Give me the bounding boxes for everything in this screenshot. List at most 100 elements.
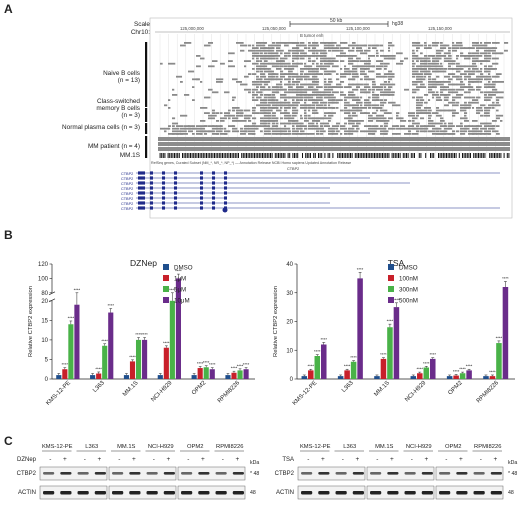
signal-block [420,101,424,104]
signal-block [272,114,276,117]
signal-block [264,109,269,112]
signal-block [244,127,249,130]
signal-block [176,130,182,133]
significance-label: **** [466,364,473,369]
signal-block [324,73,331,75]
x-tick-label: OPM2 [447,380,464,397]
signal-block [476,55,483,57]
bar [380,358,387,379]
mm1s-signal [292,153,294,158]
signal-block [376,49,379,52]
signal-block [308,88,316,91]
mm1s-signal [233,153,235,158]
signal-block [312,44,319,47]
signal-block [276,117,279,120]
signal-block [364,101,370,104]
signal-block [428,62,436,65]
signal-block [276,65,280,68]
signal-block [428,88,433,91]
signal-block [264,101,267,104]
signal-block [204,133,208,135]
mm1s-signal [410,153,412,158]
signal-block [436,114,442,117]
signal-block [208,114,213,117]
signal-block [316,99,323,101]
signal-block [308,104,312,107]
gene-exon [200,186,203,190]
signal-block [308,57,311,60]
signal-block [296,127,302,130]
signal-block [444,109,451,112]
signal-block [356,57,361,60]
signal-block [340,133,343,135]
mm1s-signal [446,153,447,158]
signal-block [460,44,463,47]
signal-block [292,114,297,117]
mm1s-signal [377,153,379,158]
signal-block [432,86,437,88]
signal-block [356,130,359,133]
mm1s-signal [255,153,257,158]
signal-block [496,81,504,83]
signal-block [480,81,483,83]
signal-block [376,127,381,130]
signal-block [388,44,395,47]
signal-block [176,125,184,127]
signal-block [276,62,284,65]
signal-block [272,96,276,99]
signal-block [340,94,347,96]
signal-block [268,73,276,75]
mm1s-signal [431,153,433,158]
signal-block [284,94,287,96]
signal-block [364,60,371,62]
signal-block [296,122,302,125]
signal-block [488,83,496,86]
plus-label: + [321,456,325,463]
mm1s-signal [450,153,452,158]
signal-block [324,55,327,57]
signal-block [316,86,323,88]
signal-block [480,68,483,70]
signal-block [368,62,371,65]
signal-block [428,70,431,73]
mm1s-signal [430,153,431,158]
mm1s-signal [159,153,161,158]
signal-block [488,47,495,49]
signal-block [448,101,456,104]
signal-block [272,94,276,96]
signal-block [328,94,334,96]
signal-block [172,88,175,91]
signal-block [464,65,469,68]
cell-line-label: L363 [85,444,98,450]
signal-block [300,52,306,55]
signal-block [464,75,470,78]
signal-block [252,99,259,101]
cell-line-label: MM.1S [117,444,135,450]
signal-block [280,122,286,125]
blot-band [473,472,485,475]
signal-block [352,99,360,101]
signal-block [424,130,428,133]
signal-block [484,91,491,94]
signal-block [328,88,334,91]
signal-block [388,42,392,44]
signal-block [272,44,280,47]
coord-2: 125,050,000 [262,26,287,31]
signal-block [460,52,464,55]
signal-block [300,57,305,60]
signal-block [300,125,307,127]
signal-block [384,86,387,88]
signal-block [484,107,492,109]
signal-block [468,133,475,135]
signal-block [296,78,303,81]
gene-exon [150,181,153,185]
signal-block [448,78,453,81]
signal-block [328,62,334,65]
signal-block [232,78,238,81]
signal-block [228,65,236,68]
signal-block [480,42,483,44]
signal-block [312,125,319,127]
signal-block [484,130,489,133]
signal-block [364,112,370,114]
signal-block [388,70,393,73]
